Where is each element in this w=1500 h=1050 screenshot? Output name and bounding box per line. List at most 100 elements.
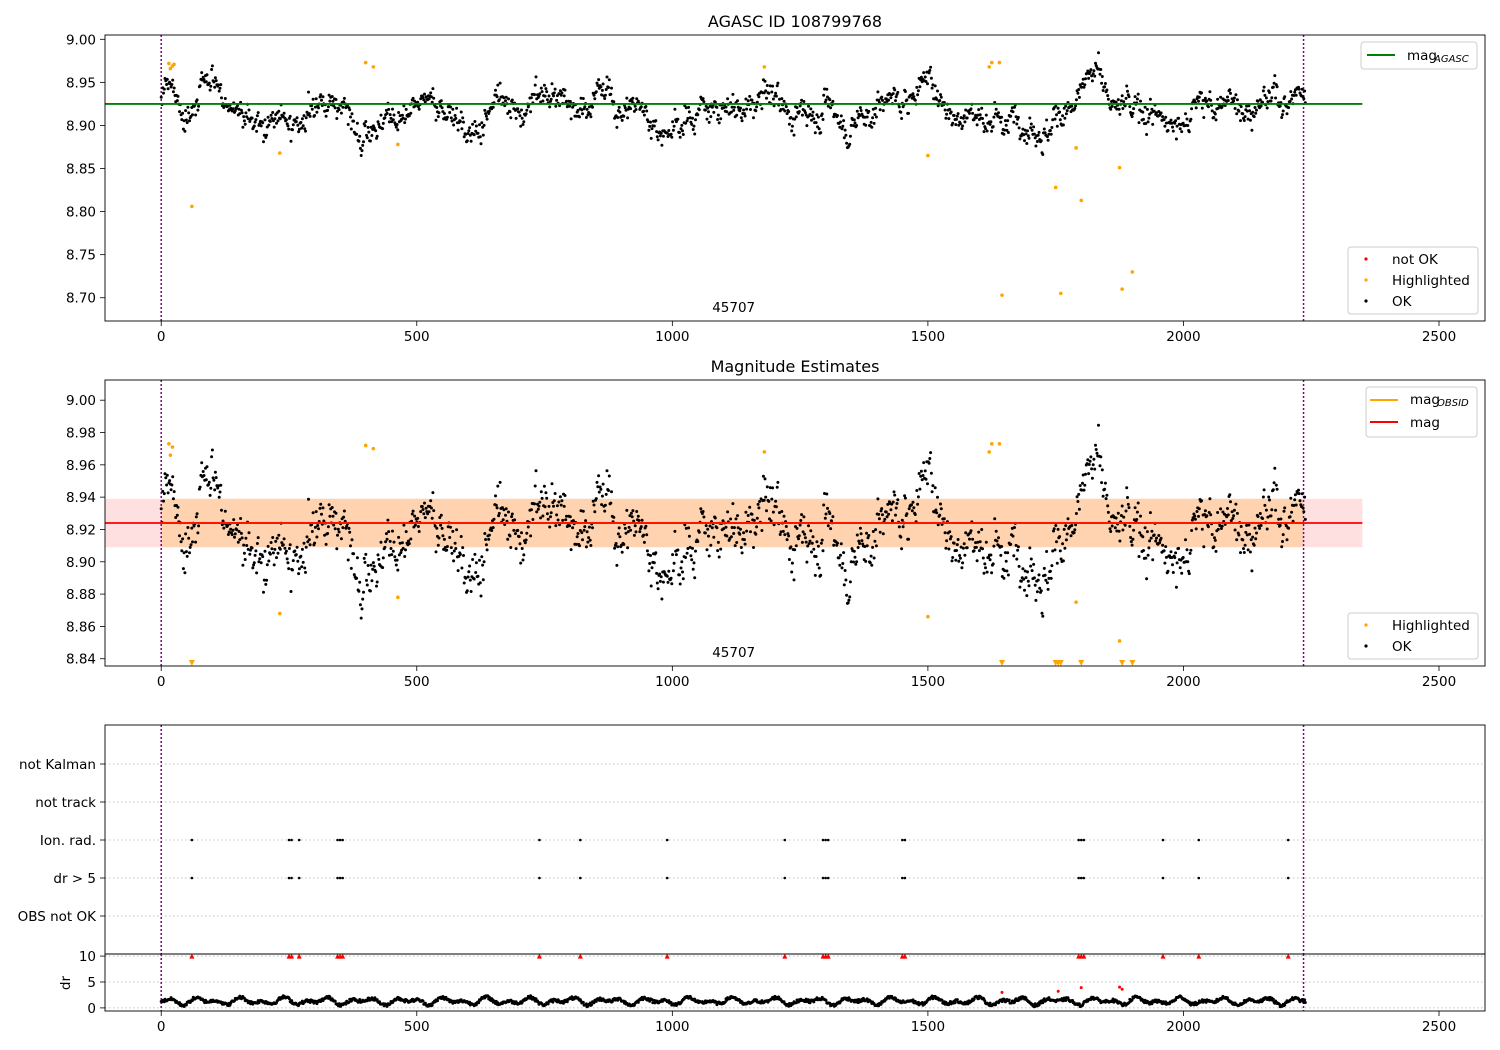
ok-point bbox=[1256, 99, 1260, 103]
ok-point bbox=[801, 530, 805, 534]
ok-point bbox=[1017, 564, 1021, 568]
highlighted-point bbox=[363, 443, 368, 448]
y-tick-label: 8.92 bbox=[66, 522, 96, 538]
ok-point bbox=[774, 94, 778, 98]
agasc-title: AGASC ID 108799768 bbox=[708, 12, 882, 31]
ok-point bbox=[845, 141, 849, 145]
ok-point bbox=[363, 560, 367, 564]
dr-point bbox=[1187, 1000, 1191, 1004]
ok-point bbox=[681, 129, 684, 133]
ok-point bbox=[1027, 584, 1031, 588]
ok-point bbox=[901, 525, 905, 529]
ok-point bbox=[1162, 118, 1166, 122]
flag-point bbox=[1286, 838, 1290, 842]
ok-point bbox=[936, 495, 939, 499]
ok-point bbox=[852, 124, 855, 128]
ok-point bbox=[1032, 132, 1036, 136]
ok-point bbox=[381, 121, 385, 125]
ok-point bbox=[355, 576, 359, 580]
ok-point bbox=[192, 524, 196, 528]
ok-point bbox=[1303, 495, 1307, 499]
ok-point bbox=[735, 113, 739, 117]
ok-point bbox=[468, 564, 472, 568]
ok-point bbox=[1121, 107, 1125, 110]
ok-point bbox=[783, 533, 787, 537]
y-tick-label: 8.88 bbox=[66, 587, 96, 603]
ok-point bbox=[449, 546, 453, 550]
ok-point bbox=[1051, 118, 1055, 122]
ok-point bbox=[1239, 119, 1242, 123]
ok-point bbox=[359, 616, 363, 620]
ok-point bbox=[789, 116, 793, 119]
ok-point bbox=[1149, 536, 1153, 540]
ok-point bbox=[1013, 526, 1016, 529]
ok-point bbox=[1109, 107, 1113, 111]
ok-point bbox=[652, 561, 656, 565]
dr-point bbox=[1041, 1001, 1045, 1005]
ok-point bbox=[635, 97, 639, 101]
ok-point bbox=[349, 127, 353, 131]
ok-point bbox=[871, 107, 875, 111]
ok-point bbox=[824, 512, 828, 516]
ok-point bbox=[1077, 492, 1081, 496]
ok-point bbox=[1033, 136, 1037, 140]
ok-point bbox=[1006, 119, 1010, 123]
ok-point bbox=[220, 508, 223, 512]
ok-point bbox=[607, 78, 611, 82]
y-tick-label: 5 bbox=[87, 975, 96, 991]
ok-point bbox=[913, 98, 917, 102]
ok-point bbox=[275, 556, 278, 560]
ok-point bbox=[599, 85, 603, 89]
ok-point bbox=[765, 96, 768, 100]
y-tick-label: 8.90 bbox=[66, 118, 96, 134]
dr-point bbox=[436, 999, 439, 1003]
ok-point bbox=[293, 549, 297, 553]
ok-point bbox=[1232, 96, 1236, 100]
ok-point bbox=[981, 117, 984, 120]
ok-point bbox=[929, 451, 933, 455]
ok-point bbox=[255, 571, 259, 575]
ok-point bbox=[242, 543, 246, 547]
ok-point bbox=[1203, 509, 1207, 513]
ok-point bbox=[529, 96, 533, 100]
ok-point bbox=[922, 71, 926, 75]
highlighted-point bbox=[278, 611, 282, 616]
ok-point bbox=[370, 134, 374, 137]
dr-point bbox=[328, 995, 332, 999]
ok-point bbox=[706, 527, 710, 531]
ok-point bbox=[320, 98, 323, 102]
ok-point bbox=[939, 502, 942, 506]
dr-capped-marker bbox=[782, 953, 788, 959]
ok-point bbox=[537, 504, 541, 508]
ok-point bbox=[669, 132, 673, 136]
ok-point bbox=[397, 535, 401, 539]
ok-point bbox=[943, 531, 947, 535]
ok-point bbox=[1294, 503, 1298, 507]
ok-point bbox=[451, 529, 455, 533]
ok-point bbox=[429, 91, 433, 95]
ok-point bbox=[678, 131, 681, 134]
ok-point bbox=[439, 99, 443, 103]
ok-point bbox=[361, 143, 365, 147]
ok-point bbox=[207, 81, 211, 85]
ok-point bbox=[757, 95, 761, 99]
ok-point bbox=[910, 509, 914, 513]
ok-point bbox=[1248, 550, 1252, 554]
ok-point bbox=[1136, 92, 1140, 96]
ok-point bbox=[645, 533, 649, 537]
ok-point bbox=[342, 509, 346, 513]
ok-point bbox=[502, 508, 506, 512]
ok-point bbox=[632, 533, 636, 537]
ok-point bbox=[1230, 510, 1234, 514]
ok-point bbox=[437, 111, 441, 115]
ok-point bbox=[253, 553, 257, 557]
ok-point bbox=[814, 555, 818, 558]
ok-point bbox=[239, 517, 243, 520]
ok-point bbox=[1261, 517, 1265, 520]
ok-point bbox=[366, 125, 370, 129]
ok-point bbox=[1180, 130, 1184, 134]
ok-point bbox=[701, 97, 705, 101]
ok-point bbox=[1303, 89, 1307, 93]
ok-point bbox=[636, 514, 640, 518]
ok-point bbox=[180, 118, 184, 122]
